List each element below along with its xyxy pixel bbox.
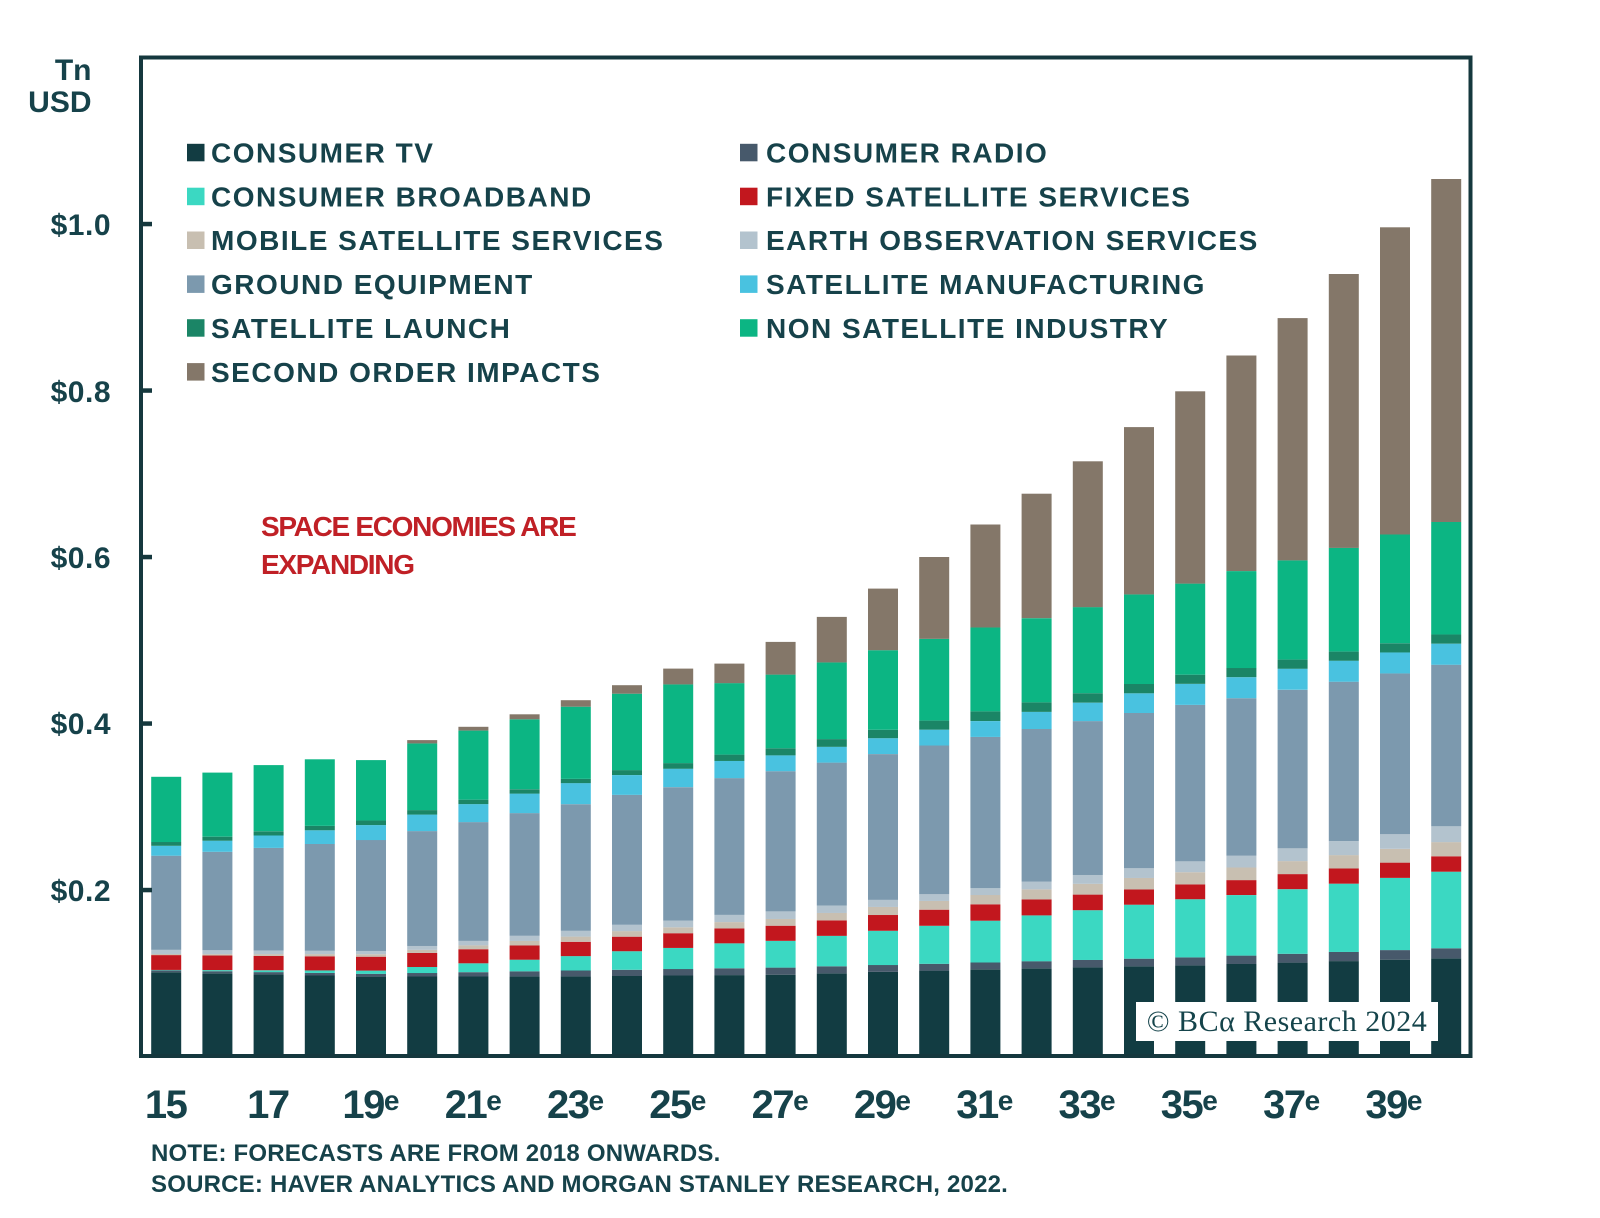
svg-text:$0.4: $0.4 xyxy=(51,708,111,741)
svg-text:$1.0: $1.0 xyxy=(51,209,111,242)
svg-text:CONSUMER TV: CONSUMER TV xyxy=(211,138,434,169)
svg-text:NOTE: FORECASTS ARE FROM 2018: NOTE: FORECASTS ARE FROM 2018 ONWARDS. xyxy=(151,1140,720,1167)
svg-text:SATELLITE LAUNCH: SATELLITE LAUNCH xyxy=(211,313,511,344)
svg-text:SECOND ORDER IMPACTS: SECOND ORDER IMPACTS xyxy=(211,357,601,388)
svg-text:SATELLITE MANUFACTURING: SATELLITE MANUFACTURING xyxy=(766,269,1206,300)
svg-text:23e: 23e xyxy=(547,1083,604,1127)
svg-text:NON SATELLITE INDUSTRY: NON SATELLITE INDUSTRY xyxy=(766,313,1169,344)
svg-text:CONSUMER BROADBAND: CONSUMER BROADBAND xyxy=(211,181,593,212)
svg-text:CONSUMER RADIO: CONSUMER RADIO xyxy=(766,138,1048,169)
svg-text:SPACE ECONOMIES ARE: SPACE ECONOMIES ARE xyxy=(261,511,576,542)
svg-text:USD: USD xyxy=(28,86,91,119)
svg-text:15: 15 xyxy=(145,1083,188,1127)
svg-text:© BCα Research 2024: © BCα Research 2024 xyxy=(1147,1005,1427,1038)
svg-text:$0.8: $0.8 xyxy=(51,376,111,409)
svg-text:21e: 21e xyxy=(445,1083,502,1127)
svg-text:EARTH OBSERVATION SERVICES: EARTH OBSERVATION SERVICES xyxy=(766,225,1259,256)
svg-text:SOURCE: HAVER ANALYTICS AND MO: SOURCE: HAVER ANALYTICS AND MORGAN STANL… xyxy=(151,1171,1008,1198)
svg-text:$0.2: $0.2 xyxy=(51,875,111,908)
svg-text:FIXED SATELLITE SERVICES: FIXED SATELLITE SERVICES xyxy=(766,181,1191,212)
svg-text:$0.6: $0.6 xyxy=(51,542,111,575)
svg-text:17: 17 xyxy=(247,1083,289,1127)
svg-text:Tn: Tn xyxy=(55,54,92,87)
svg-text:EXPANDING: EXPANDING xyxy=(261,549,414,580)
svg-text:MOBILE SATELLITE SERVICES: MOBILE SATELLITE SERVICES xyxy=(211,225,664,256)
svg-text:GROUND EQUIPMENT: GROUND EQUIPMENT xyxy=(211,269,534,300)
